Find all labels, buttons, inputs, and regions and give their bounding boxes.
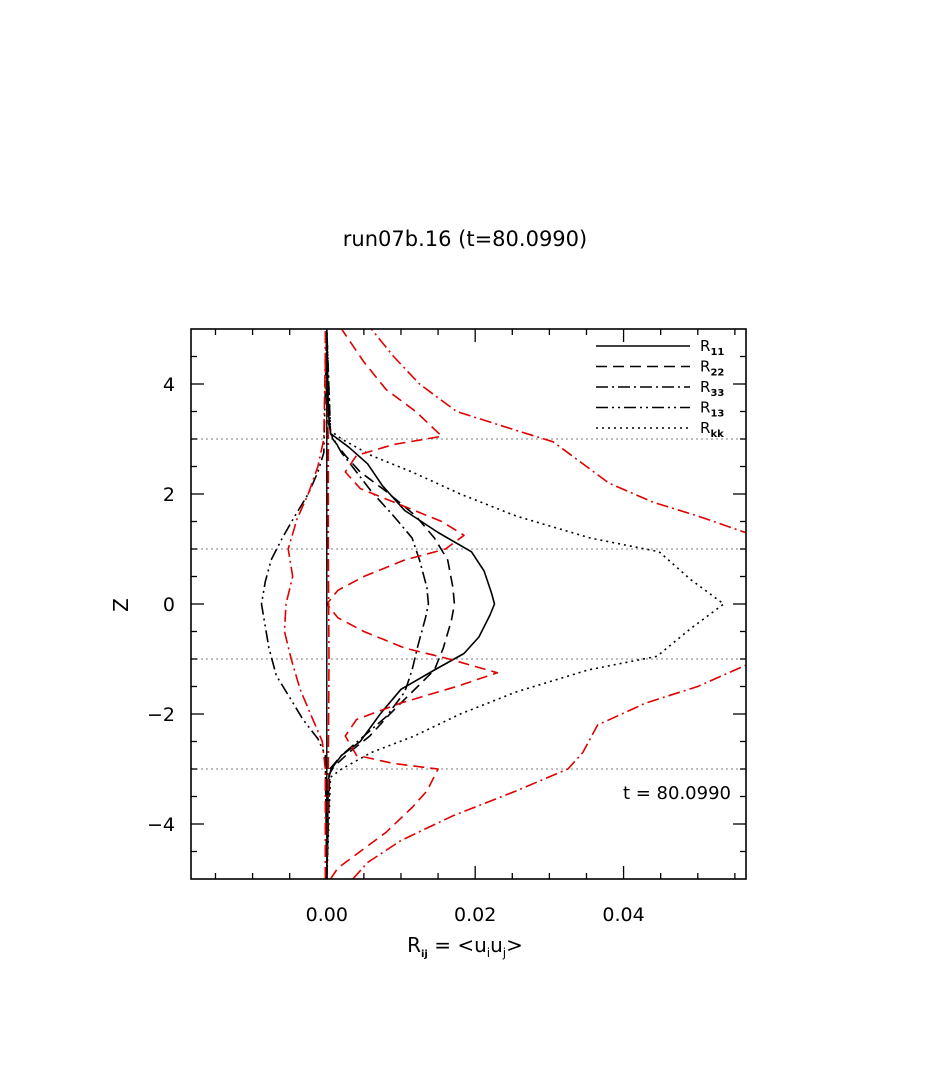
series-line-8 [324,329,330,879]
legend-label-0: R11 [700,337,724,358]
x-tick-label-1: 0.02 [454,904,496,926]
y-tick-label-0: −4 [147,814,175,836]
legend-label-4: Rkk [700,419,724,440]
y-tick-label-3: 2 [163,484,175,506]
series-line-2 [326,329,430,879]
x-tick-label-0: 0.00 [306,904,348,926]
y-tick-labels: −4 −2 0 2 4 [147,374,175,836]
x-tick-label-2: 0.04 [602,904,644,926]
axis-ticks [191,329,746,879]
y-axis-label: Z [109,598,133,612]
y-tick-label-1: −2 [147,704,175,726]
time-annotation: t = 80.0990 [623,783,731,804]
y-tick-label-4: 4 [163,374,175,396]
legend-label-2: R33 [700,378,724,399]
series-line-7 [283,329,327,879]
legend-label-1: R22 [700,358,724,379]
x-tick-labels: 0.00 0.02 0.04 [306,904,645,926]
series-group [260,329,746,879]
x-axis-label: Rij = <uiuj> [407,933,523,960]
reference-lines [191,438,746,770]
legend-label-3: R13 [700,399,724,420]
series-line-0 [326,329,496,879]
chart-title: run07b.16 (t=80.0990) [343,227,587,251]
series-line-3 [260,329,328,879]
series-line-6 [352,329,746,879]
series-line-1 [326,329,456,879]
series-line-5 [326,329,499,879]
y-tick-label-2: 0 [163,594,175,616]
